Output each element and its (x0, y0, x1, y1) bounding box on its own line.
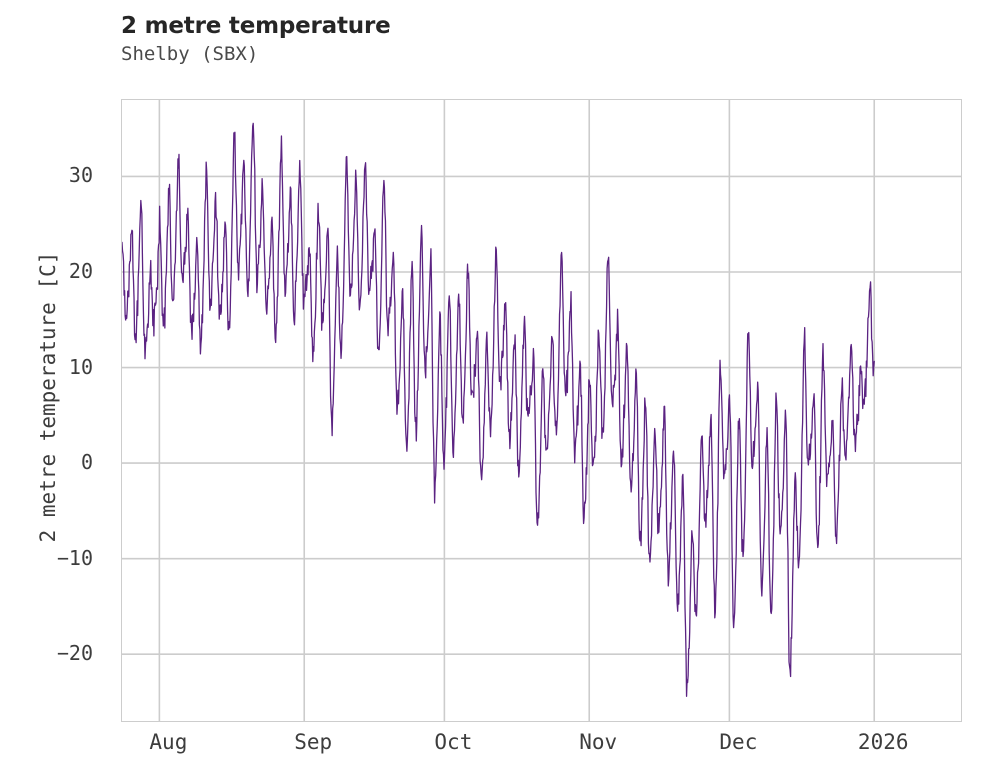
y-tick-label: 30 (68, 163, 93, 188)
x-axis-ticks: Aug Sep Oct Nov Dec 2026 (0, 730, 981, 770)
x-tick-label: Nov (579, 730, 618, 754)
temperature-series (122, 122, 875, 697)
grid-lines (122, 100, 961, 721)
x-tick-label: Aug (149, 730, 188, 754)
page-title: 2 metre temperature (121, 13, 391, 39)
y-tick-label: 0 (80, 450, 93, 475)
x-tick-label: Oct (434, 730, 473, 754)
plot-area (121, 99, 962, 722)
chart-subtitle: Shelby (SBX) (121, 43, 259, 65)
y-axis-ticks: 30 20 10 0 −10 −20 (0, 0, 107, 782)
y-tick-label: −10 (56, 545, 93, 570)
title-block: 2 metre temperature Shelby (SBX) (121, 12, 921, 67)
x-tick-label: 2026 (857, 730, 909, 754)
x-tick-label: Sep (294, 730, 333, 754)
y-tick-label: 20 (68, 258, 93, 283)
y-tick-label: −20 (56, 641, 93, 666)
x-tick-label: Dec (719, 730, 758, 754)
y-tick-label: 10 (68, 354, 93, 379)
